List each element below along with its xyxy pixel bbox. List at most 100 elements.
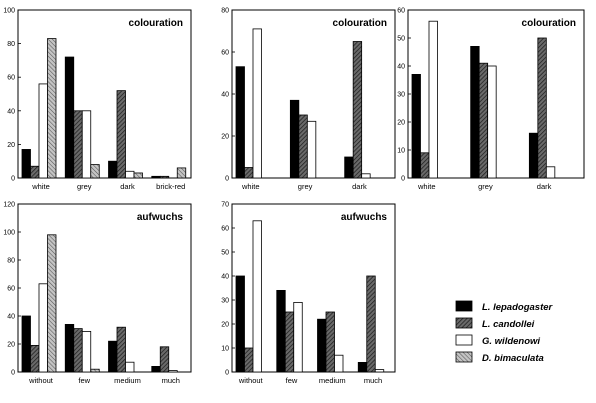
x-category-label: without — [238, 376, 264, 385]
y-tick-label: 60 — [7, 75, 15, 82]
bar-l-candollei — [244, 167, 254, 179]
y-tick-label: 20 — [7, 142, 15, 149]
legend-swatch-d-bimaculata — [455, 351, 473, 363]
y-tick-label: 100 — [3, 8, 15, 15]
bar-l-lepadogaster — [289, 99, 300, 179]
y-tick-label: 60 — [397, 8, 405, 15]
chart-panel-4: 0 20 40 60 80 100 120 without few medium much aufwu… — [3, 202, 192, 385]
y-tick-label: 50 — [397, 36, 405, 43]
bar-l-lepadogaster — [108, 160, 118, 179]
bar-d-bimaculata — [133, 172, 143, 179]
bar-g-wildenowi — [487, 65, 497, 179]
bar-l-candollei — [30, 165, 40, 179]
bar-d-bimaculata — [90, 368, 100, 373]
y-tick-label: 80 — [7, 258, 15, 265]
bar-l-candollei — [298, 114, 308, 179]
y-tick-label: 70 — [221, 202, 229, 209]
x-category-label: dark — [537, 182, 552, 191]
y-tick-label: 10 — [397, 148, 405, 155]
bar-g-wildenowi — [125, 170, 135, 179]
x-category-label: few — [78, 376, 90, 385]
panel-title: aufwuchs — [341, 212, 388, 223]
bar-l-candollei — [284, 311, 295, 373]
bar-l-lepadogaster — [528, 132, 539, 179]
bar-l-candollei — [366, 275, 376, 373]
bar-l-lepadogaster — [411, 74, 421, 179]
y-tick-label: 30 — [397, 92, 405, 99]
legend-label-d-bimaculata: D. bimaculata — [482, 353, 544, 364]
x-category-label: white — [241, 182, 260, 191]
bar-l-candollei — [159, 175, 170, 179]
x-category-label: much — [364, 376, 382, 385]
y-tick-label: 40 — [7, 108, 15, 115]
bar-l-candollei — [325, 311, 335, 373]
bar-l-lepadogaster — [151, 365, 161, 373]
panel-title: colouration — [129, 18, 183, 29]
bar-l-lepadogaster — [151, 175, 161, 179]
bar-l-lepadogaster — [344, 156, 354, 179]
bar-g-wildenowi — [81, 330, 92, 373]
bar-d-bimaculata — [47, 38, 57, 179]
legend-swatch-l-lepadogaster — [455, 300, 473, 312]
legend: L. lepadogaster L. candollei G. wildenowi D… — [455, 300, 554, 364]
x-category-label: dark — [352, 182, 367, 191]
bar-l-lepadogaster — [317, 318, 327, 373]
y-tick-label: 40 — [397, 64, 405, 71]
bar-l-candollei — [73, 110, 83, 179]
bar-d-bimaculata — [90, 164, 100, 179]
y-tick-label: 20 — [221, 134, 229, 141]
bar-g-wildenowi — [168, 370, 178, 373]
bar-g-wildenowi — [38, 83, 48, 179]
bar-g-wildenowi — [306, 120, 317, 179]
x-category-label: medium — [114, 376, 141, 385]
y-tick-label: 40 — [7, 314, 15, 321]
x-category-label: grey — [298, 182, 313, 191]
y-tick-label: 20 — [397, 120, 405, 127]
y-tick-label: 0 — [11, 370, 15, 377]
y-tick-label: 0 — [401, 176, 405, 183]
y-tick-label: 0 — [11, 176, 15, 183]
bar-l-lepadogaster — [235, 275, 245, 373]
bar-g-wildenowi — [81, 110, 92, 179]
y-tick-label: 10 — [221, 346, 229, 353]
y-tick-label: 20 — [221, 322, 229, 329]
bar-g-wildenowi — [252, 220, 262, 373]
bar-l-lepadogaster — [21, 315, 31, 373]
bar-l-lepadogaster — [108, 340, 118, 373]
bar-l-candollei — [244, 347, 254, 373]
x-category-label: brick-red — [156, 182, 185, 191]
bar-l-candollei — [116, 90, 126, 179]
y-tick-label: 100 — [3, 230, 15, 237]
bar-l-candollei — [420, 152, 430, 179]
panel-title: colouration — [522, 18, 576, 29]
chart-panel-1: 0 20 40 60 80 100 white grey dark brick-red colour… — [3, 8, 192, 191]
bar-l-lepadogaster — [21, 149, 31, 179]
y-tick-label: 50 — [221, 250, 229, 257]
x-category-label: much — [162, 376, 180, 385]
bar-l-candollei — [537, 37, 547, 179]
bar-l-candollei — [352, 41, 363, 179]
x-category-label: grey — [478, 182, 493, 191]
y-tick-label: 40 — [221, 92, 229, 99]
bar-g-wildenowi — [334, 354, 344, 373]
y-tick-label: 60 — [221, 50, 229, 57]
bar-d-bimaculata — [176, 167, 187, 179]
plot-frame — [231, 203, 396, 373]
bar-l-lepadogaster — [470, 46, 480, 179]
y-tick-label: 30 — [221, 298, 229, 305]
bar-g-wildenowi — [374, 369, 385, 373]
legend-swatch-l-candollei — [455, 317, 473, 329]
bar-d-bimaculata — [47, 234, 57, 373]
bar-g-wildenowi — [361, 173, 371, 179]
bar-g-wildenowi — [125, 361, 135, 373]
chart-panel-3: 0 10 20 30 40 50 60 white grey dark colouration — [397, 8, 585, 191]
bar-g-wildenowi — [38, 283, 48, 373]
x-category-label: without — [28, 376, 54, 385]
bar-g-wildenowi — [293, 301, 303, 373]
legend-label-l-candollei: L. candollei — [482, 319, 535, 330]
bar-l-lepadogaster — [64, 56, 75, 179]
x-category-label: few — [286, 376, 298, 385]
legend-label-g-wildenowi: G. wildenowi — [482, 336, 540, 347]
plot-frame — [17, 9, 192, 179]
